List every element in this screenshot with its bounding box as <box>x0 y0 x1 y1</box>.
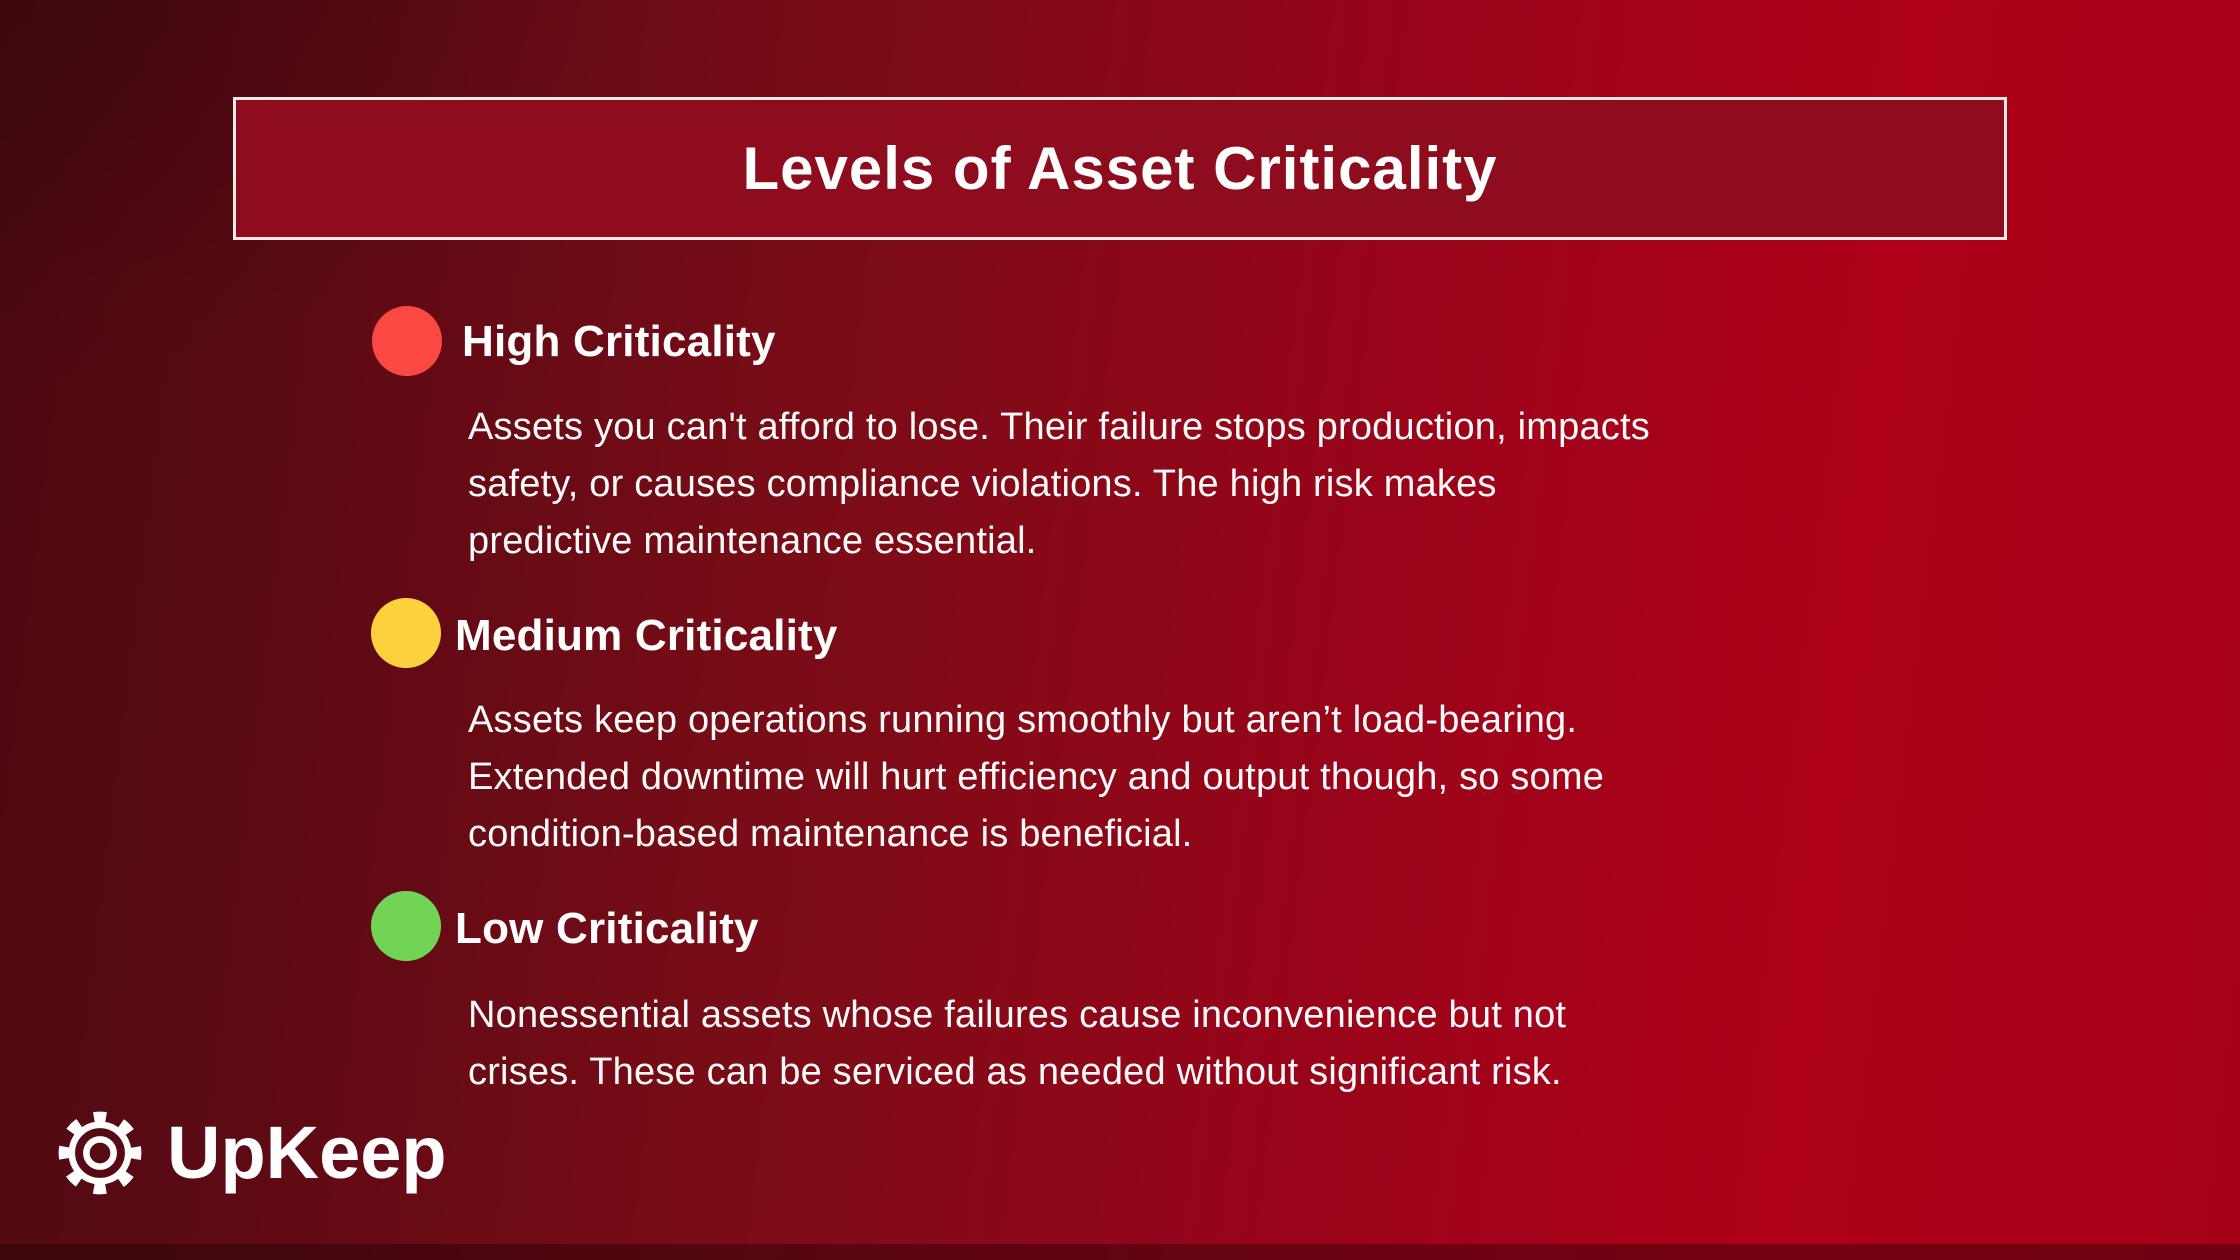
high-criticality-bullet-dot <box>372 306 442 376</box>
upkeep-logo: UpKeep <box>53 1105 447 1201</box>
page-title: Levels of Asset Criticality <box>742 135 1498 202</box>
high-criticality-heading: High Criticality <box>462 317 776 366</box>
low-criticality-body: Nonessential assets whose failures cause… <box>468 994 1567 1093</box>
low-criticality-heading: Low Criticality <box>455 904 759 953</box>
high-criticality-body: Assets you can't afford to lose. Their f… <box>468 406 1650 562</box>
low-criticality-bullet-dot <box>371 891 441 961</box>
medium-criticality-body: Assets keep operations running smoothly … <box>468 699 1605 855</box>
brand-wordmark: UpKeep <box>167 1111 447 1194</box>
bottom-shade-band <box>0 1244 2240 1260</box>
medium-criticality-bullet-dot <box>371 598 441 668</box>
medium-criticality-heading: Medium Criticality <box>455 611 838 660</box>
gear-icon <box>58 1111 142 1195</box>
title-box: Levels of Asset Criticality <box>233 97 2007 240</box>
